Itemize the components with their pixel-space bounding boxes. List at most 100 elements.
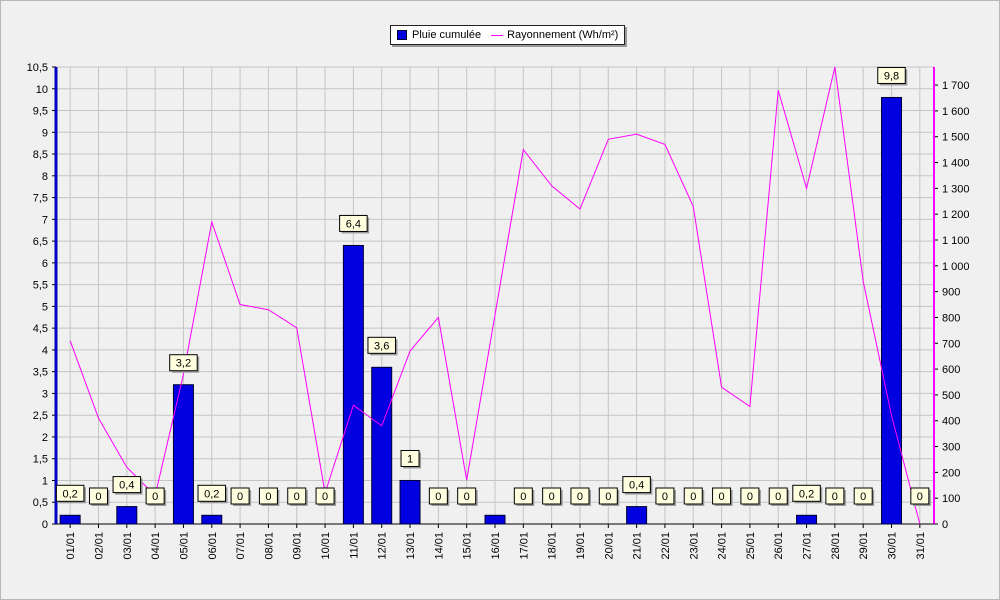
data-label: 0 (605, 491, 611, 503)
data-label-box (145, 487, 165, 505)
rain-bar (172, 384, 194, 525)
right-tick-label: 100 (942, 493, 960, 505)
left-tick-label: 1,5 (33, 454, 48, 466)
left-tick-label: 7,5 (33, 193, 48, 205)
data-label: 9,8 (884, 70, 899, 82)
rain-bar (59, 514, 81, 525)
left-tick-label: 1 (42, 475, 48, 487)
data-label-box (169, 354, 198, 372)
x-tick-label: 10/01 (320, 532, 332, 560)
x-tick-label: 29/01 (858, 532, 870, 560)
left-tick-label: 3 (42, 388, 48, 400)
rain-bar (626, 506, 648, 525)
data-label: 0 (464, 491, 470, 503)
data-label: 0 (775, 491, 781, 503)
data-label: 0 (747, 491, 753, 503)
legend-label-radiation: Rayonnement (Wh/m²) (507, 29, 619, 41)
left-tick-label: 6,5 (33, 236, 48, 248)
data-label-box (55, 484, 85, 502)
data-label: 0 (832, 491, 838, 503)
data-label-box (367, 336, 396, 354)
data-label: 0 (860, 491, 866, 503)
legend-item-radiation: Rayonnement (Wh/m²) (481, 29, 618, 41)
data-label: 0,4 (629, 480, 644, 492)
legend-swatch-rain (397, 30, 407, 40)
data-label-box (740, 487, 760, 505)
x-tick-label: 09/01 (292, 532, 304, 560)
data-label: 0 (577, 491, 583, 503)
legend: Pluie cumulée Rayonnement (Wh/m²) (390, 25, 626, 45)
x-tick-label: 28/01 (830, 532, 842, 560)
x-tick-label: 11/01 (348, 532, 360, 559)
rain-bar (201, 514, 223, 525)
data-label-box (287, 487, 307, 505)
x-tick-label: 05/01 (178, 532, 190, 560)
data-label-box (712, 487, 732, 505)
data-label-box (598, 487, 618, 505)
data-label-box (768, 487, 788, 505)
x-tick-label: 23/01 (688, 532, 700, 560)
data-label: 1 (407, 453, 413, 465)
right-tick-label: 600 (942, 364, 960, 376)
right-tick-label: 1 600 (942, 106, 970, 118)
rain-bar (342, 244, 364, 525)
right-tick-label: 400 (942, 416, 960, 428)
x-tick-label: 08/01 (263, 532, 275, 560)
x-tick-label: 25/01 (745, 532, 757, 560)
data-label-box (230, 487, 250, 505)
data-label: 0 (152, 491, 158, 503)
rain-bar (881, 96, 903, 525)
left-tick-label: 7 (42, 214, 48, 226)
data-label-box (428, 487, 448, 505)
data-label: 0 (237, 491, 243, 503)
data-label: 0 (662, 491, 668, 503)
right-tick-label: 300 (942, 442, 960, 454)
right-tick-label: 1 000 (942, 261, 970, 273)
data-label-box (877, 66, 906, 84)
x-tick-label: 07/01 (235, 532, 247, 560)
left-tick-label: 5 (42, 301, 48, 313)
left-tick-label: 9,5 (33, 106, 48, 118)
x-tick-label: 01/01 (65, 532, 77, 560)
data-label: 0 (294, 491, 300, 503)
x-tick-label: 30/01 (887, 532, 899, 560)
right-tick-label: 1 200 (942, 209, 970, 221)
x-tick-label: 21/01 (632, 532, 644, 560)
data-label-box (792, 484, 821, 502)
data-label: 0 (435, 491, 441, 503)
x-tick-label: 13/01 (405, 532, 417, 560)
data-label-box (910, 487, 930, 505)
left-tick-label: 5,5 (33, 280, 48, 292)
left-tick-label: 2,5 (33, 410, 48, 422)
x-tick-label: 14/01 (433, 532, 445, 560)
left-tick-label: 2 (42, 432, 48, 444)
rain-bar (796, 514, 818, 525)
data-label: 0 (95, 491, 101, 503)
data-label-box (400, 449, 420, 467)
data-label: 0 (265, 491, 271, 503)
data-label: 3,2 (176, 358, 191, 370)
data-label-box (570, 487, 590, 505)
right-tick-label: 1 300 (942, 183, 970, 195)
left-tick-label: 3,5 (33, 367, 48, 379)
data-label: 0 (520, 491, 526, 503)
data-label-box (197, 484, 227, 502)
right-tick-label: 1 100 (942, 235, 970, 247)
x-tick-label: 02/01 (93, 532, 105, 560)
x-tick-label: 20/01 (603, 532, 615, 560)
rain-bar (484, 514, 506, 525)
left-tick-label: 10,5 (27, 62, 48, 74)
data-label-box (258, 487, 278, 505)
x-tick-label: 18/01 (547, 532, 559, 560)
x-tick-label: 16/01 (490, 532, 502, 560)
x-tick-label: 26/01 (773, 532, 785, 560)
data-label-box (825, 487, 845, 505)
rain-bar (371, 366, 393, 525)
right-tick-label: 1 400 (942, 158, 970, 170)
left-tick-label: 10 (36, 84, 48, 96)
data-label: 0 (719, 491, 725, 503)
x-tick-label: 27/01 (802, 532, 814, 560)
x-tick-label: 19/01 (575, 532, 587, 560)
data-label-box (542, 487, 562, 505)
data-label: 3,6 (374, 340, 389, 352)
